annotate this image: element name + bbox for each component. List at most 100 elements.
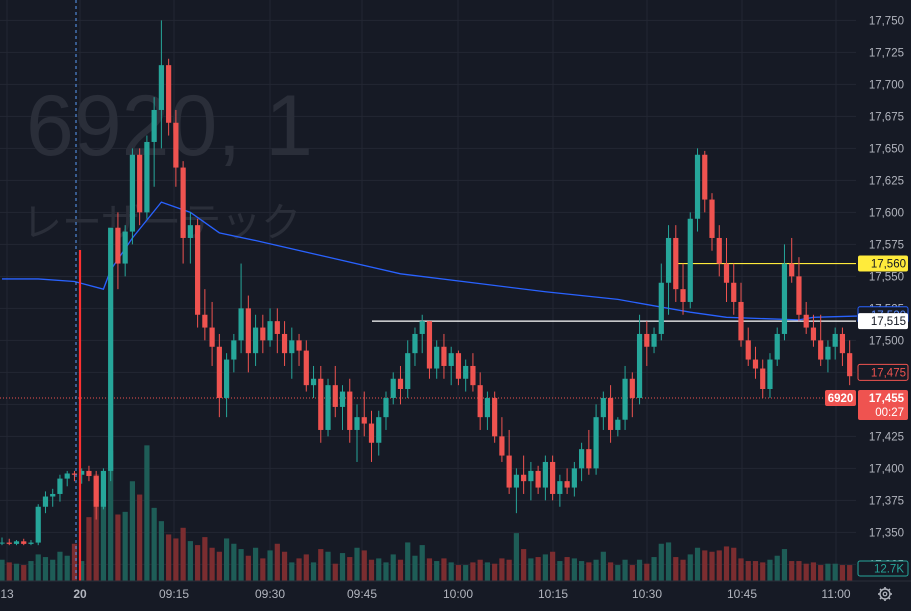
candle-body xyxy=(64,473,70,479)
candle-body xyxy=(93,476,99,507)
candle xyxy=(108,227,114,482)
candle-body xyxy=(108,227,114,471)
candle xyxy=(252,314,259,366)
candle xyxy=(376,410,382,456)
volume-bar xyxy=(144,445,150,581)
candle-body xyxy=(137,154,143,213)
last-price-badge: 17,455 00:27 6920 xyxy=(825,389,908,420)
candle-body xyxy=(202,314,208,328)
volume-bar xyxy=(209,547,215,581)
volume-bar xyxy=(499,558,505,581)
candle-body xyxy=(687,218,693,302)
volume-bar xyxy=(252,547,259,581)
volume-bar xyxy=(383,562,389,581)
badge-17515: 17,515 xyxy=(858,313,908,330)
candle xyxy=(260,314,266,354)
candle xyxy=(680,263,686,315)
candle-body xyxy=(252,327,259,354)
volume-bar xyxy=(463,565,469,581)
candle-body xyxy=(231,340,237,360)
vwap-line xyxy=(2,201,857,321)
candle xyxy=(810,314,817,347)
price-tick-label: 17,575 xyxy=(869,239,904,251)
volume-badge-text: 12.7K xyxy=(874,564,904,576)
candle xyxy=(281,321,288,366)
volume-bar xyxy=(636,559,643,581)
volume-bar xyxy=(839,565,846,581)
candle xyxy=(405,340,411,398)
candle xyxy=(521,455,527,494)
candle-body xyxy=(390,378,396,398)
candle-body xyxy=(35,506,41,543)
candle-body xyxy=(593,417,599,469)
candle-body xyxy=(810,327,817,341)
candle-body xyxy=(702,154,708,200)
candle-body xyxy=(680,289,686,302)
badge-17560-bg xyxy=(858,255,908,272)
candle-body xyxy=(535,470,541,488)
candle xyxy=(195,218,201,328)
candle xyxy=(484,391,491,430)
time-tick-label: 09:30 xyxy=(255,587,285,601)
price-tick-label: 17,550 xyxy=(869,271,904,283)
price-tick-label: 17,400 xyxy=(869,463,904,475)
candle xyxy=(839,327,846,366)
volume-bar xyxy=(245,555,251,581)
volume-bar xyxy=(50,559,56,581)
volume-bar xyxy=(607,562,614,581)
volume-bar xyxy=(615,565,621,581)
volume-bar xyxy=(390,554,396,581)
price-tick-label: 17,700 xyxy=(869,79,904,91)
candle xyxy=(231,333,237,373)
candle xyxy=(528,461,534,501)
volume-bar xyxy=(506,559,512,581)
candle-body xyxy=(166,65,172,123)
candle-body xyxy=(289,340,295,354)
candle-body xyxy=(71,473,78,475)
volume-bar xyxy=(274,543,280,581)
candle xyxy=(144,135,150,219)
volume-bar xyxy=(651,557,657,581)
candle-body xyxy=(245,308,251,354)
candle xyxy=(13,540,20,546)
candle-body xyxy=(651,333,657,347)
candle xyxy=(731,263,737,315)
volume-bar xyxy=(354,547,360,581)
volume-bar xyxy=(738,558,744,581)
volume-bar xyxy=(564,557,570,581)
settings-gear-icon[interactable] xyxy=(878,587,892,601)
volume-bar xyxy=(267,550,273,581)
candle xyxy=(289,327,295,379)
candle xyxy=(318,365,324,443)
candle xyxy=(122,225,128,277)
candle xyxy=(796,257,802,322)
candle-body xyxy=(803,314,809,328)
candle xyxy=(310,365,317,398)
candle xyxy=(847,340,853,386)
volume-bar xyxy=(796,561,802,581)
volume-bar xyxy=(303,554,309,581)
candle-body xyxy=(79,470,85,475)
price-level-lines xyxy=(0,262,856,399)
volume-bars xyxy=(0,445,853,581)
volume-bar xyxy=(760,562,766,581)
candle-body xyxy=(122,231,128,264)
volume-badge: 12.7K xyxy=(857,560,909,577)
candle-body xyxy=(586,449,592,469)
candle-body xyxy=(303,350,309,386)
volume-bar xyxy=(21,565,27,581)
candle-body xyxy=(57,478,63,494)
symbol-tag-bg xyxy=(825,389,856,406)
volume-bar xyxy=(752,561,759,581)
candle-body xyxy=(636,333,643,398)
volume-bar xyxy=(571,558,577,581)
volume-bar xyxy=(202,537,208,581)
volume-bar xyxy=(231,543,237,581)
candle xyxy=(115,212,121,290)
candle xyxy=(832,327,838,360)
candle xyxy=(513,468,519,514)
candle-body xyxy=(397,378,404,389)
time-axis[interactable]: 13 20 09:15 09:30 09:45 10:00 10:15 10:30 10:45 1… xyxy=(0,580,911,601)
volume-bar xyxy=(579,561,585,581)
